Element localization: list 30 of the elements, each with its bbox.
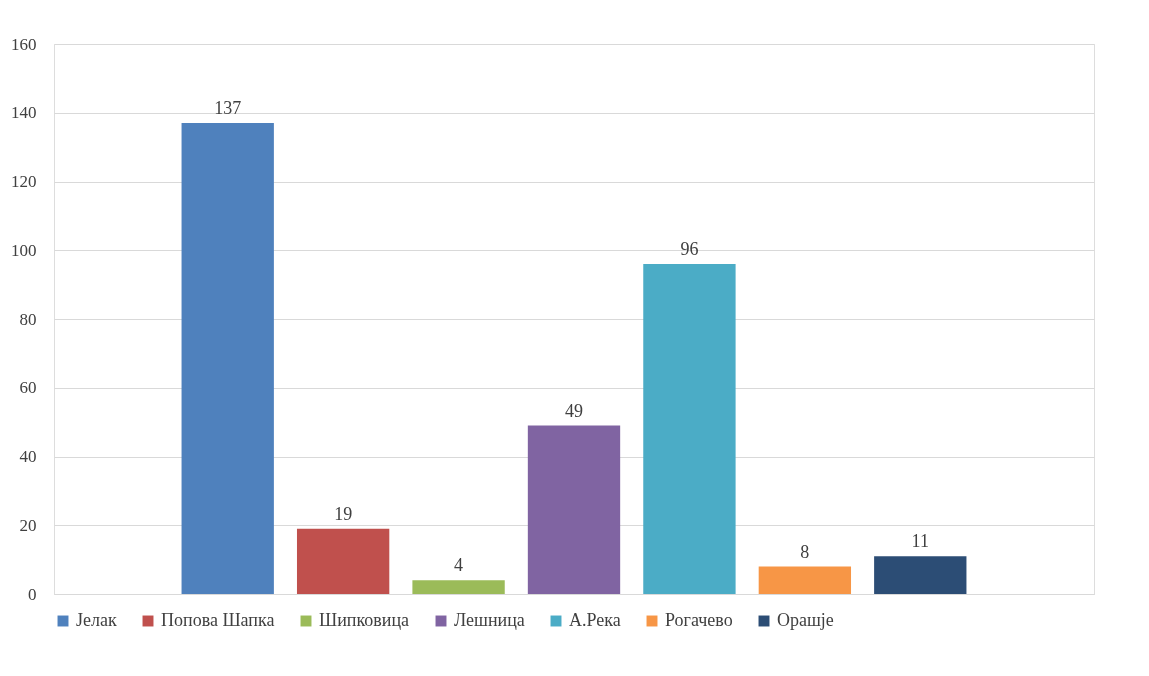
y-tick-label: 160	[11, 34, 37, 54]
legend-label: Орашје	[777, 610, 834, 630]
legend-label: Попова Шапка	[161, 610, 275, 630]
data-label: 96	[680, 239, 699, 259]
y-tick-label: 100	[11, 240, 37, 260]
bar	[527, 425, 621, 594]
bar	[874, 556, 967, 594]
y-tick-label: 80	[19, 309, 37, 329]
data-label: 137	[214, 98, 242, 119]
bar	[758, 566, 852, 594]
y-tick-label: 0	[28, 584, 37, 604]
y-tick-label: 40	[19, 447, 37, 466]
legend-label: Шипковица	[319, 610, 410, 630]
data-label: 8	[800, 541, 810, 562]
y-tick-label: 20	[19, 515, 37, 535]
legend-label: Рогачево	[665, 610, 733, 630]
legend-label: А.Река	[569, 610, 621, 630]
bar	[643, 264, 736, 594]
bar	[412, 580, 505, 594]
y-tick-label: 120	[11, 172, 37, 191]
y-tick-label: 140	[11, 103, 37, 123]
bar	[181, 123, 274, 594]
data-label: 11	[911, 531, 929, 552]
legend-label: Лешница	[454, 610, 525, 630]
data-label: 4	[454, 555, 464, 576]
data-label: 19	[334, 503, 353, 524]
data-label: 49	[565, 400, 583, 421]
bar	[296, 528, 390, 594]
legend-label: Јелак	[76, 610, 117, 630]
y-tick-label: 60	[19, 378, 37, 398]
